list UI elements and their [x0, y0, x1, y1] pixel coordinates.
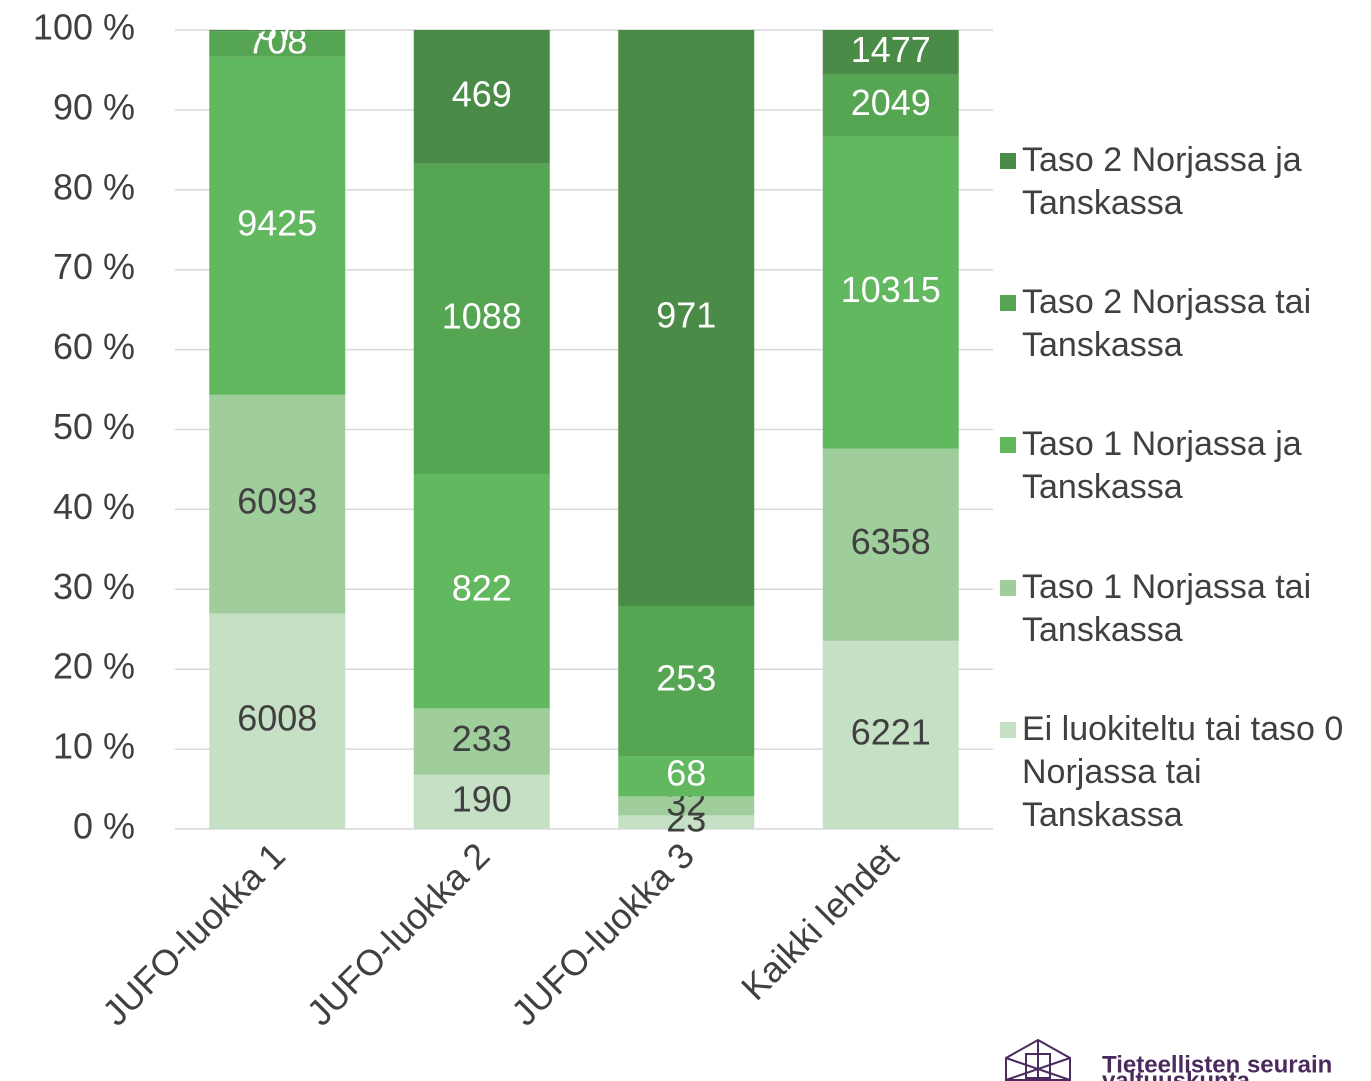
data-label: 9425 — [237, 202, 317, 243]
logo-text: Tieteellisten seurain — [1102, 1051, 1332, 1078]
bar-segment — [822, 74, 959, 137]
data-label: 2049 — [851, 82, 931, 123]
bar-segment — [618, 605, 755, 757]
legend-label: Taso 1 Norjassa tai Tanskassa — [1022, 568, 1312, 649]
data-label: 68 — [666, 753, 706, 794]
legend-label: Ei luokiteltu tai taso 0 Norjassa tai Ta… — [1022, 710, 1344, 834]
bar-segment — [413, 163, 550, 474]
y-tick-label: 100 % — [33, 7, 135, 48]
legend-swatch — [1000, 295, 1016, 311]
y-tick-label: 30 % — [53, 566, 135, 607]
bar-segment — [413, 30, 550, 164]
x-tick-label: JUFO-luokka 3 — [503, 835, 702, 1034]
data-label: 971 — [656, 294, 716, 335]
y-tick-label: 70 % — [53, 246, 135, 287]
data-label: 10315 — [841, 269, 941, 310]
legend-item: Taso 1 Norjassa tai Tanskassa — [1000, 566, 1360, 652]
data-label: 253 — [656, 658, 716, 699]
y-tick-label: 0 % — [73, 806, 135, 847]
data-label: 6221 — [851, 711, 931, 752]
legend-label: Taso 2 Norjassa ja Tanskassa — [1022, 141, 1302, 222]
legend-swatch — [1000, 437, 1016, 453]
data-label: 1088 — [442, 295, 522, 336]
x-tick-label: JUFO-luokka 2 — [299, 835, 498, 1034]
bar-segment — [618, 30, 755, 606]
y-tick-label: 20 % — [53, 646, 135, 687]
data-label: 1477 — [851, 29, 931, 70]
legend-swatch — [1000, 722, 1016, 738]
y-tick-label: 10 % — [53, 726, 135, 767]
x-tick-label: JUFO-luokka 1 — [94, 835, 293, 1034]
legend-label: Taso 1 Norjassa ja Tanskassa — [1022, 425, 1302, 506]
y-tick-label: 50 % — [53, 406, 135, 447]
logo — [1005, 1038, 1071, 1081]
bar-segment — [209, 613, 346, 829]
bar-segment — [822, 448, 959, 641]
bar-segment — [413, 708, 550, 775]
data-label: 708 — [247, 21, 307, 62]
bar-segment — [822, 640, 959, 829]
bar-segment — [618, 796, 755, 816]
legend-item: Taso 2 Norjassa tai Tanskassa — [1000, 281, 1360, 367]
data-label: 190 — [452, 778, 512, 819]
legend-label: Taso 2 Norjassa tai Tanskassa — [1022, 283, 1312, 364]
bar-segment — [618, 756, 755, 797]
legend-item: Taso 2 Norjassa ja Tanskassa — [1000, 139, 1360, 225]
data-label: 37 — [257, 7, 297, 48]
legend-item: Taso 1 Norjassa ja Tanskassa — [1000, 423, 1360, 509]
data-label: 822 — [452, 568, 512, 609]
bar-segment — [413, 774, 550, 829]
bar-segment — [413, 473, 550, 709]
data-label: 6093 — [237, 481, 317, 522]
y-tick-label: 90 % — [53, 86, 135, 127]
bar-segment — [618, 815, 755, 829]
data-label: 233 — [452, 718, 512, 759]
bar-segment — [822, 30, 959, 75]
legend-item: Ei luokiteltu tai taso 0 Norjassa tai Ta… — [1000, 708, 1360, 837]
y-tick-label: 60 % — [53, 326, 135, 367]
bar-segment — [209, 30, 346, 32]
y-tick-label: 80 % — [53, 166, 135, 207]
y-tick-label: 40 % — [53, 486, 135, 527]
x-tick-label: Kaikki lehdet — [733, 835, 906, 1008]
data-label: 6008 — [237, 698, 317, 739]
data-label: 469 — [452, 73, 512, 114]
bar-segment — [822, 136, 959, 449]
bar-segment — [209, 31, 346, 57]
bar-segment — [209, 56, 346, 395]
legend-swatch — [1000, 153, 1016, 169]
data-label: 6358 — [851, 521, 931, 562]
bar-segment — [209, 394, 346, 614]
legend-swatch — [1000, 580, 1016, 596]
logo-text: valtuuskunta — [1102, 1067, 1251, 1081]
